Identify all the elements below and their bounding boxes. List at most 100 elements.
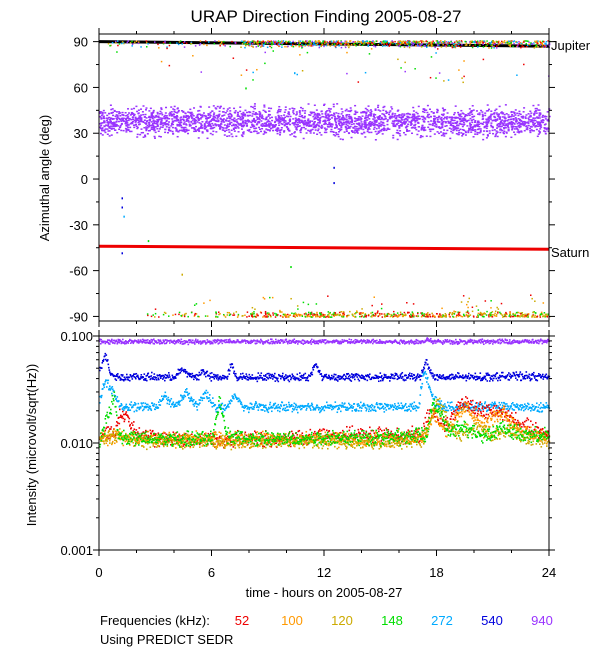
point-272 — [458, 41, 460, 44]
point-52 — [257, 314, 259, 317]
point-940 — [493, 112, 496, 114]
point-940 — [462, 113, 465, 115]
line-point-940 — [237, 339, 239, 341]
point-100 — [294, 313, 297, 315]
point-940 — [258, 118, 261, 121]
point-940 — [442, 118, 445, 120]
point-940 — [130, 130, 133, 133]
point-100 — [467, 306, 469, 309]
point-940 — [347, 110, 350, 112]
point-148 — [399, 45, 402, 48]
point-940 — [367, 105, 370, 107]
point-940 — [181, 118, 184, 121]
line-point-940 — [433, 342, 435, 344]
point-940 — [488, 108, 491, 111]
point-52 — [418, 43, 421, 46]
point-940 — [318, 121, 321, 123]
point-940 — [547, 44, 550, 46]
point-940 — [514, 133, 517, 136]
point-940 — [353, 130, 356, 132]
line-point-940 — [107, 339, 109, 341]
point-100 — [463, 60, 465, 62]
point-940 — [126, 114, 129, 116]
point-52 — [426, 315, 428, 318]
line-point-940 — [162, 341, 164, 344]
point-940 — [511, 128, 514, 131]
line-point-940 — [149, 339, 151, 342]
line-point-940 — [349, 341, 351, 343]
point-940 — [199, 106, 202, 108]
point-272 — [314, 43, 316, 46]
point-940 — [349, 107, 352, 109]
point-940 — [164, 116, 167, 119]
point-100 — [523, 315, 526, 317]
point-940 — [414, 119, 417, 122]
point-52 — [429, 313, 431, 316]
point-940 — [527, 124, 530, 127]
point-52 — [336, 41, 339, 43]
point-940 — [541, 114, 544, 117]
point-100 — [435, 40, 438, 42]
point-52 — [300, 45, 302, 47]
point-148 — [490, 44, 493, 47]
point-940 — [173, 115, 176, 118]
point-148 — [178, 311, 181, 314]
line-point-940 — [143, 341, 146, 344]
point-940 — [353, 132, 356, 134]
point-940 — [253, 125, 256, 128]
point-940 — [179, 124, 182, 126]
point-940 — [510, 111, 513, 114]
point-120 — [461, 77, 463, 79]
point-940 — [261, 125, 264, 128]
point-100 — [437, 315, 440, 317]
line-point-940 — [218, 339, 220, 342]
point-272 — [425, 43, 428, 46]
line-point-940 — [379, 339, 381, 341]
point-940 — [495, 127, 498, 129]
point-940 — [108, 116, 111, 119]
point-940 — [274, 129, 277, 132]
point-940 — [369, 109, 372, 111]
point-120 — [518, 315, 520, 317]
point-940 — [125, 115, 128, 117]
point-120 — [521, 311, 524, 314]
point-940 — [319, 116, 322, 119]
point-148 — [417, 311, 419, 314]
point-272 — [123, 215, 125, 218]
point-148 — [413, 315, 415, 318]
point-940 — [341, 118, 344, 121]
point-940 — [338, 124, 341, 127]
point-940 — [378, 115, 381, 118]
point-272 — [244, 41, 247, 43]
point-940 — [108, 118, 111, 121]
point-940 — [327, 118, 330, 120]
point-940 — [112, 118, 115, 120]
point-148 — [417, 41, 419, 44]
point-120 — [501, 314, 504, 316]
point-940 — [491, 129, 494, 132]
point-272 — [477, 46, 479, 48]
series-940-points — [99, 103, 551, 141]
point-940 — [486, 135, 489, 137]
point-940 — [392, 125, 395, 128]
point-940 — [375, 133, 378, 135]
point-120 — [284, 313, 286, 316]
line-point-940 — [443, 342, 446, 344]
line-point-940 — [216, 340, 219, 343]
point-940 — [441, 125, 444, 127]
point-940 — [103, 125, 106, 127]
point-52 — [516, 314, 519, 317]
point-100 — [160, 60, 163, 63]
point-120 — [533, 316, 536, 318]
point-100 — [291, 45, 293, 48]
line-point-940 — [255, 340, 258, 342]
line-point-940 — [261, 340, 263, 342]
line-point-940 — [375, 339, 377, 342]
point-940 — [309, 114, 312, 116]
point-120 — [287, 316, 290, 318]
point-940 — [363, 111, 366, 114]
point-940 — [429, 116, 432, 118]
point-940 — [230, 116, 233, 118]
point-148 — [228, 314, 231, 317]
line-point-940 — [338, 342, 341, 345]
